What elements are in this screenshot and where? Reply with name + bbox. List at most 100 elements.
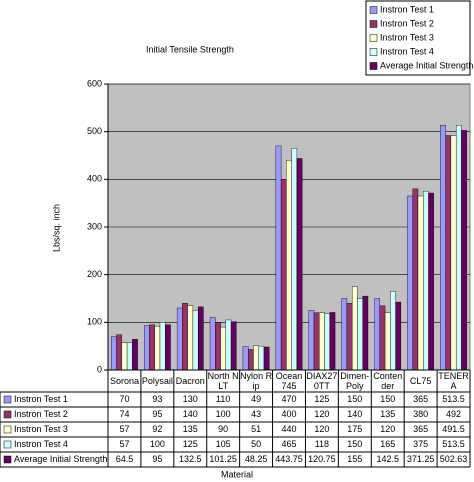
table-cell: 513.5 (442, 394, 465, 404)
bar (197, 306, 204, 371)
legend-key (3, 455, 12, 464)
bar (247, 349, 254, 371)
table-cell: 140 (347, 409, 362, 419)
bar (445, 135, 452, 371)
table-cell: 130 (183, 394, 198, 404)
table-cell: 90 (218, 424, 228, 434)
table-cell: 93 (152, 394, 162, 404)
bar (187, 305, 194, 371)
category-cell: Polysail (142, 376, 173, 386)
table-cell: 175 (347, 424, 362, 434)
table-row-label: Instron Test 4 (14, 439, 68, 449)
legend-label: Instron Test 4 (380, 46, 434, 56)
bar (384, 312, 391, 371)
table-cell: 142.5 (376, 454, 399, 464)
category-cell: CL75 (409, 376, 432, 386)
bar (351, 286, 358, 371)
bar (357, 298, 363, 371)
table-cell: 375 (413, 439, 428, 449)
bar (149, 324, 155, 371)
table-row-label: Instron Test 2 (14, 409, 68, 419)
category-cell: Ocean 745 (275, 371, 303, 391)
bar (308, 310, 315, 371)
bar (407, 195, 413, 371)
bar (286, 160, 292, 371)
bar (253, 345, 259, 371)
bar (165, 324, 171, 371)
category-cell: Sorona (109, 376, 139, 386)
y-tick-label: 200 (87, 269, 102, 279)
table-cell: 371.25 (407, 454, 435, 464)
bar (116, 334, 123, 371)
bar (291, 148, 298, 371)
x-tick-label: Sorona (109, 376, 139, 386)
table-cell: 400 (281, 409, 296, 419)
x-tick-label: Dimen-Poly (340, 371, 370, 391)
y-tick-label: 600 (87, 78, 102, 88)
table-cell: 150 (347, 394, 362, 404)
table-cell: 443.75 (275, 454, 303, 464)
bar (121, 342, 128, 371)
table-cell: 492 (446, 409, 461, 419)
table-cell: 110 (216, 394, 230, 404)
table-cell: 132.5 (179, 454, 202, 464)
x-axis-label: Material (221, 469, 253, 479)
x-tick-label: North NLT (207, 371, 239, 391)
bar (324, 313, 331, 371)
bar (461, 130, 467, 371)
table-cell: 150 (347, 439, 362, 449)
x-tick-label: Nylon Rip (240, 371, 273, 391)
legend-label: Instron Test 1 (380, 4, 434, 14)
bar (440, 125, 446, 371)
y-tick-label: 500 (87, 126, 102, 136)
table-row-label: Instron Test 1 (14, 394, 68, 404)
table-cell: 74 (119, 409, 129, 419)
bar (242, 346, 249, 371)
table-cell: 135 (380, 409, 395, 419)
table-row-label: Average Initial Strength (14, 454, 107, 464)
bar (154, 325, 161, 371)
table-cell: 92 (152, 424, 162, 434)
bar (374, 298, 381, 371)
bar (143, 325, 150, 371)
category-cell: Nylon Rip (240, 371, 273, 391)
table-cell: 120 (380, 424, 395, 434)
legend-key (369, 6, 378, 14)
bar (417, 195, 424, 371)
table-cell: 491.5 (442, 424, 465, 434)
legend (365, 0, 471, 76)
table-cell: 120.75 (308, 454, 336, 464)
x-tick-label: TENERA (438, 371, 469, 391)
x-tick-label: Ocean 745 (275, 371, 303, 391)
legend-key (369, 48, 378, 56)
y-tick-label: 0 (97, 364, 102, 374)
legend-label: Average Initial Strength (380, 60, 473, 70)
bar (390, 291, 396, 371)
bar (159, 322, 166, 371)
y-tick-label: 400 (87, 174, 102, 184)
x-tick-label: CL75 (409, 376, 432, 386)
category-cell: North NLT (207, 371, 239, 391)
bar (126, 342, 133, 371)
legend-key (3, 410, 12, 419)
table-cell: 64.5 (116, 454, 134, 464)
legend-key (369, 34, 378, 42)
table-cell: 502.63 (440, 454, 468, 464)
bar (379, 305, 386, 371)
bar (423, 191, 429, 371)
table-cell: 140 (183, 409, 198, 419)
y-axis-label: Lbs/sq. inch (51, 204, 61, 252)
table-cell: 470 (281, 394, 296, 404)
x-tick-label: Dacron (175, 376, 205, 386)
bar (362, 295, 369, 371)
table-cell: 95 (152, 409, 162, 419)
table-cell: 118 (315, 439, 329, 449)
category-cell: TENERA (438, 371, 469, 391)
bar (192, 310, 199, 371)
bar (263, 346, 270, 371)
table-cell: 165 (380, 439, 395, 449)
table-cell: 100 (150, 439, 165, 449)
bar (428, 192, 435, 371)
category-cell: Dacron (175, 376, 205, 386)
